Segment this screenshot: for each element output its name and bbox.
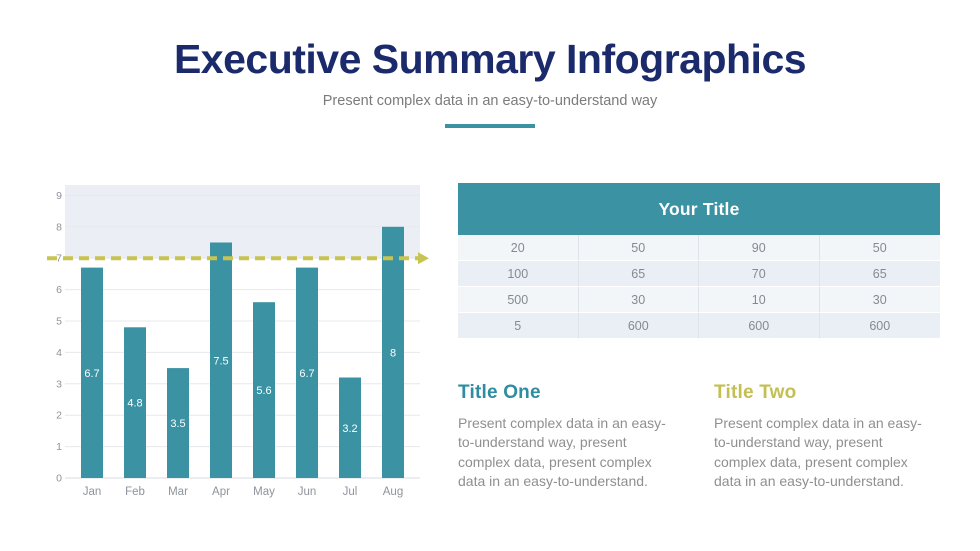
bar-aug (382, 226, 404, 478)
bar-value-label: 6.7 (299, 368, 314, 380)
y-tick-label: 3 (56, 378, 62, 390)
y-tick-label: 9 (56, 190, 62, 202)
page-subtitle: Present complex data in an easy-to-under… (322, 93, 658, 110)
table-row: 20 50 90 50 (458, 235, 940, 261)
threshold-arrow-icon (418, 252, 429, 265)
bar-mar (167, 368, 189, 478)
section-two-body: Present complex data in an easy-to-under… (714, 415, 922, 489)
y-tick-label: 0 (56, 473, 62, 485)
bar-value-label: 3.2 (342, 423, 357, 435)
bar-jul (339, 377, 361, 478)
bar-value-label: 5.6 (256, 385, 271, 397)
table-cell: 70 (699, 261, 820, 287)
bar-value-label: 4.8 (127, 398, 142, 410)
table-cell: 20 (458, 235, 579, 261)
y-tick-label: 7 (56, 253, 62, 265)
bar-chart-svg: 0 1 2 3 4 5 6 7 8 9 6.7 Jan 4.8 Feb 3.5 Mar 7.5 Apr 5.6 May… (47, 185, 429, 498)
section-one-title: Title One (458, 382, 541, 403)
table-cell: 30 (578, 287, 699, 313)
table-cell: 30 (819, 287, 940, 313)
table-title: Your Title (458, 183, 940, 235)
y-tick-label: 2 (56, 410, 62, 422)
bar-value-label: 3.5 (170, 418, 185, 430)
table-cell: 50 (819, 235, 940, 261)
x-tick-label: Jul (343, 486, 358, 498)
right-panel: Your Title 20 50 90 50 100 65 70 65 500 30 10 30 5 60… (458, 183, 940, 491)
table-cell: 10 (699, 287, 820, 313)
bar-value-label: 8 (390, 347, 396, 359)
section-two-title: Title Two (714, 382, 797, 403)
bar-jan (81, 267, 103, 478)
table-cell: 600 (578, 313, 699, 339)
table-cell: 500 (458, 287, 579, 313)
x-tick-label: Feb (125, 486, 145, 498)
table-cell: 600 (819, 313, 940, 339)
table-cell: 65 (819, 261, 940, 287)
text-sections: Title One Present complex data in an eas… (458, 382, 940, 491)
title-divider (445, 124, 535, 129)
table-cell: 65 (578, 261, 699, 287)
y-tick-label: 4 (56, 347, 62, 359)
table-row: 5 600 600 600 (458, 313, 940, 339)
above-threshold-band (65, 185, 420, 259)
table-values: 20 50 90 50 100 65 70 65 500 30 10 30 5 600 600 600 (458, 235, 940, 339)
x-tick-label: Aug (383, 486, 403, 498)
table-row: 500 30 10 30 (458, 287, 940, 313)
table-cell: 90 (699, 235, 820, 261)
bar-value-label: 6.7 (84, 368, 99, 380)
y-tick-label: 5 (56, 316, 62, 328)
table-cell: 600 (699, 313, 820, 339)
x-tick-label: May (253, 486, 275, 498)
table-row: 100 65 70 65 (458, 261, 940, 287)
y-tick-label: 1 (56, 441, 62, 453)
table-cell: 100 (458, 261, 579, 287)
data-table: Your Title 20 50 90 50 100 65 70 65 500 30 10 30 5 60… (458, 183, 940, 339)
page-title: Executive Summary Infographics (173, 36, 807, 82)
bar-feb (124, 327, 146, 478)
bar-may (253, 302, 275, 478)
section-one: Title One Present complex data in an eas… (458, 382, 684, 491)
header: Executive Summary Infographics Present c… (0, 0, 980, 129)
x-tick-label: Apr (212, 486, 230, 498)
table-cell: 50 (578, 235, 699, 261)
bar-jun (296, 267, 318, 478)
table-cell: 5 (458, 313, 579, 339)
y-tick-label: 6 (56, 284, 62, 296)
section-two: Title Two Present complex data in an eas… (714, 382, 940, 491)
bar-value-label: 7.5 (213, 355, 228, 367)
section-one-body: Present complex data in an easy-to-under… (458, 415, 666, 489)
bar-chart: 0 1 2 3 4 5 6 7 8 9 6.7 Jan 4.8 Feb 3.5 Mar 7.5 Apr 5.6 May… (46, 178, 438, 513)
x-tick-label: Jun (298, 486, 317, 498)
x-tick-label: Jan (83, 486, 102, 498)
x-tick-label: Mar (168, 486, 188, 498)
bar-apr (210, 242, 232, 478)
y-tick-label: 8 (56, 221, 62, 233)
